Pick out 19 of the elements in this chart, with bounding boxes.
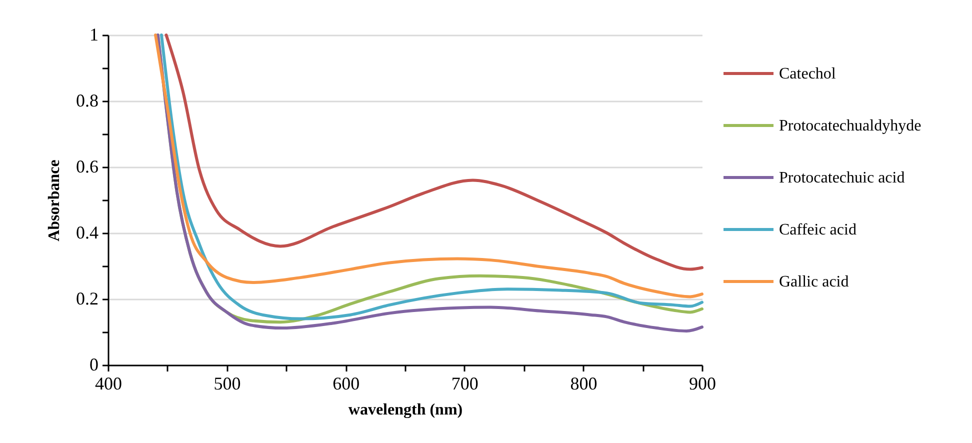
x-tick-label: 400 <box>95 374 122 394</box>
y-tick-label: 0 <box>90 354 98 374</box>
x-tick-label: 800 <box>570 374 598 394</box>
y-tick-label: 0.6 <box>76 156 98 176</box>
legend-label: Catechol <box>779 66 836 82</box>
x-tick-label: 500 <box>214 374 241 394</box>
y-axis-title: Absorbance <box>46 160 63 242</box>
legend-label: Caffeic acid <box>779 222 856 238</box>
y-tick-label: 0.4 <box>76 222 98 242</box>
legend-label: Gallic acid <box>779 274 849 290</box>
x-tick-label: 700 <box>451 374 478 394</box>
legend-label: Protocatechualdyhyde <box>779 118 922 134</box>
y-tick-label: 0.8 <box>76 90 98 110</box>
x-tick-label: 600 <box>332 374 360 394</box>
x-tick-label: 900 <box>689 374 716 394</box>
y-tick-label: 1 <box>90 24 98 44</box>
x-axis-title: wavelength (nm) <box>348 402 463 418</box>
legend-label: Protocatechuic acid <box>779 170 905 186</box>
y-tick-label: 0.2 <box>76 288 98 308</box>
